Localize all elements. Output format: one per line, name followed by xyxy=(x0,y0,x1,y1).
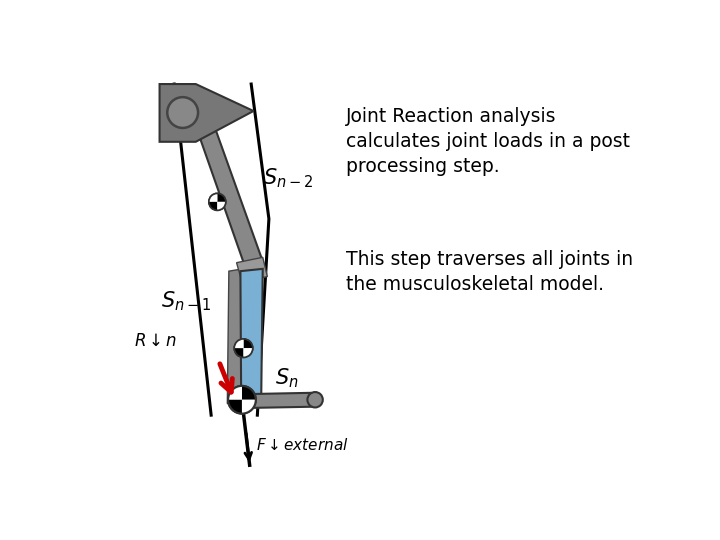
Circle shape xyxy=(167,97,198,128)
Polygon shape xyxy=(234,393,315,408)
Wedge shape xyxy=(209,202,217,211)
Wedge shape xyxy=(209,193,217,202)
Circle shape xyxy=(234,339,253,357)
Text: $S_{n-2}$: $S_{n-2}$ xyxy=(263,166,313,190)
Circle shape xyxy=(209,193,226,211)
Polygon shape xyxy=(160,84,253,142)
Polygon shape xyxy=(228,269,243,403)
Wedge shape xyxy=(217,193,226,202)
Wedge shape xyxy=(217,202,226,211)
Wedge shape xyxy=(234,348,243,357)
Text: $S_n$: $S_n$ xyxy=(275,366,299,390)
Wedge shape xyxy=(234,339,243,348)
Text: $R\downarrow n$: $R\downarrow n$ xyxy=(134,333,178,350)
Text: $F\downarrow external$: $F\downarrow external$ xyxy=(256,437,348,453)
Polygon shape xyxy=(198,128,264,269)
Text: This step traverses all joints in
the musculoskeletal model.: This step traverses all joints in the mu… xyxy=(346,249,633,294)
Polygon shape xyxy=(237,257,267,282)
Text: $S_{n-1}$: $S_{n-1}$ xyxy=(161,289,212,313)
Circle shape xyxy=(307,392,323,408)
Circle shape xyxy=(228,386,256,414)
Wedge shape xyxy=(228,400,242,414)
Wedge shape xyxy=(243,348,253,357)
Wedge shape xyxy=(228,386,242,400)
Wedge shape xyxy=(242,386,256,400)
Polygon shape xyxy=(240,269,263,402)
Wedge shape xyxy=(243,339,253,348)
Text: Joint Reaction analysis
calculates joint loads in a post
processing step.: Joint Reaction analysis calculates joint… xyxy=(346,107,630,176)
Wedge shape xyxy=(242,400,256,414)
